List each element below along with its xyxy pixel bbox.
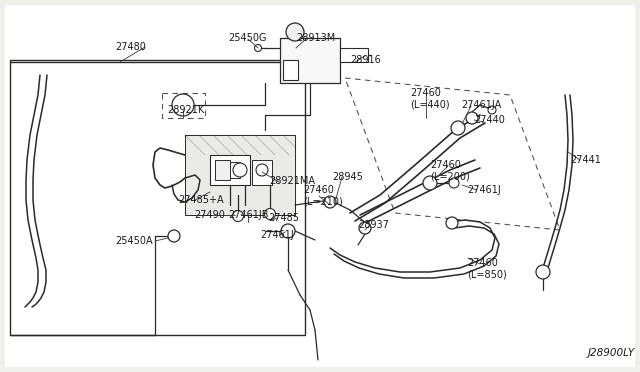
Circle shape bbox=[488, 106, 496, 114]
Text: 25450G: 25450G bbox=[228, 33, 266, 43]
Circle shape bbox=[446, 217, 458, 229]
Text: 27480: 27480 bbox=[115, 42, 146, 52]
Text: 27461J: 27461J bbox=[260, 230, 294, 240]
Text: 28913M: 28913M bbox=[296, 33, 335, 43]
Text: 28937: 28937 bbox=[358, 220, 389, 230]
Bar bbox=[10, 60, 305, 335]
Circle shape bbox=[536, 265, 550, 279]
Bar bbox=[230, 162, 240, 178]
Circle shape bbox=[232, 211, 243, 221]
Text: 27461JA: 27461JA bbox=[461, 100, 501, 110]
Text: 28921K: 28921K bbox=[167, 105, 204, 115]
Circle shape bbox=[168, 230, 180, 242]
Text: 27485: 27485 bbox=[268, 213, 299, 223]
Circle shape bbox=[466, 112, 478, 124]
Circle shape bbox=[359, 222, 371, 234]
Text: 25450A: 25450A bbox=[115, 236, 152, 246]
Text: 27460
(L=440): 27460 (L=440) bbox=[410, 88, 450, 110]
Bar bbox=[252, 160, 272, 185]
Circle shape bbox=[281, 224, 295, 238]
Circle shape bbox=[264, 208, 275, 219]
Circle shape bbox=[449, 178, 459, 188]
Bar bbox=[210, 155, 250, 185]
Text: 27440: 27440 bbox=[474, 115, 505, 125]
Text: 27490: 27490 bbox=[194, 210, 225, 220]
Bar bbox=[283, 60, 298, 80]
Circle shape bbox=[324, 196, 336, 208]
Circle shape bbox=[233, 163, 247, 177]
Text: 28921MA: 28921MA bbox=[269, 176, 315, 186]
Circle shape bbox=[256, 164, 268, 176]
Circle shape bbox=[286, 23, 304, 41]
Text: 27460
(L=210): 27460 (L=210) bbox=[303, 185, 343, 206]
Text: J28900LY: J28900LY bbox=[588, 348, 636, 358]
Circle shape bbox=[255, 45, 262, 51]
Bar bbox=[280, 38, 340, 83]
Bar bbox=[340, 48, 368, 62]
Text: 27460
(L=850): 27460 (L=850) bbox=[467, 258, 507, 280]
Polygon shape bbox=[185, 135, 295, 215]
Text: 27485+A: 27485+A bbox=[178, 195, 223, 205]
Circle shape bbox=[172, 94, 194, 116]
Text: 27441: 27441 bbox=[570, 155, 601, 165]
Circle shape bbox=[451, 121, 465, 135]
Text: 27461JB: 27461JB bbox=[228, 210, 269, 220]
Text: 28916: 28916 bbox=[350, 55, 381, 65]
Text: 27461J: 27461J bbox=[467, 185, 500, 195]
Circle shape bbox=[423, 176, 437, 190]
Text: 28945: 28945 bbox=[332, 172, 363, 182]
Text: 27460
(L=200): 27460 (L=200) bbox=[430, 160, 470, 182]
Bar bbox=[215, 160, 230, 180]
